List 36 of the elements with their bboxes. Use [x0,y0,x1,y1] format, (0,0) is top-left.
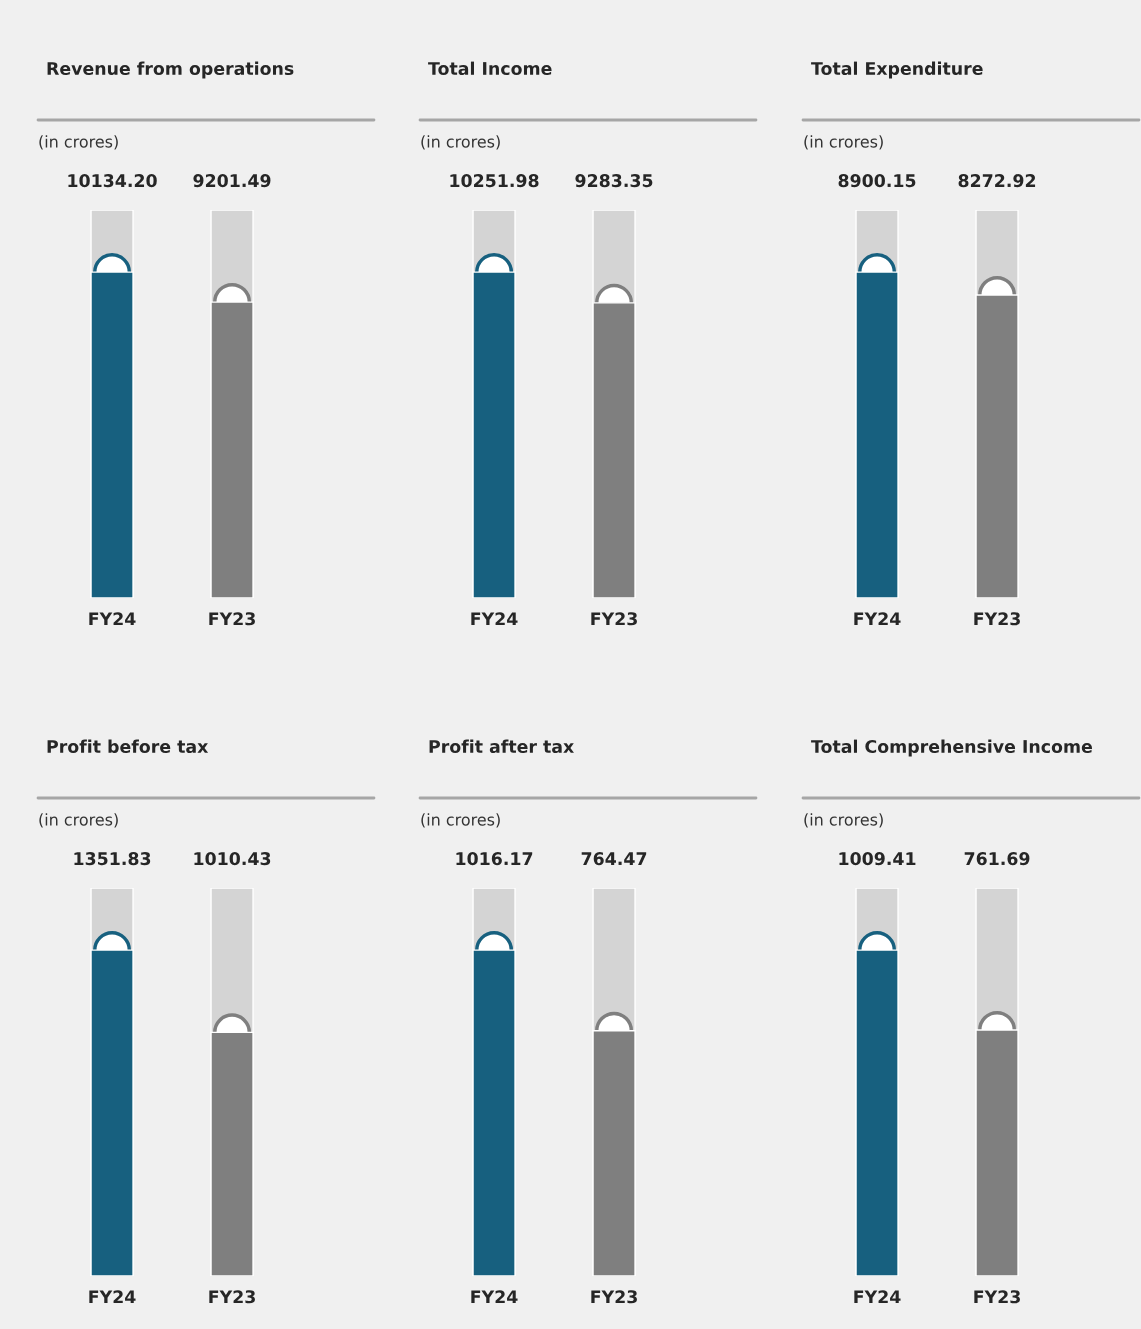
data-label: 1009.41 [839,852,916,866]
x-tick-label: FY24 [89,612,136,626]
data-label: 10251.98 [450,174,539,188]
data-label: 9283.35 [575,174,653,188]
data-label: 761.69 [964,852,1030,866]
chart-subtitle: (in crores) [421,135,500,150]
data-label: 8272.92 [958,174,1036,188]
data-label: 764.47 [581,852,647,866]
chart-subtitle: (in crores) [39,813,118,828]
chart-title: Total Income [428,61,552,76]
x-tick-label: FY23 [209,1290,255,1304]
x-tick-label: FY23 [974,1290,1020,1304]
data-label: 9201.49 [193,174,271,188]
chart-title: Total Expenditure [811,61,983,79]
x-tick-label: FY24 [854,612,901,626]
x-tick-label: FY24 [471,1290,518,1304]
data-label: 1351.83 [74,852,151,866]
chart-subtitle: (in crores) [421,813,500,828]
chart-title: Profit after tax [429,739,574,754]
chart-title: Total Comprehensive Income [811,739,1092,757]
data-label: 1016.17 [456,852,533,866]
data-label: 8900.15 [838,174,916,188]
x-tick-label: FY23 [974,612,1020,626]
data-label: 1010.43 [194,852,271,866]
x-tick-label: FY23 [591,612,637,626]
chart-title: Profit before tax [47,739,209,754]
data-label: 10134.20 [68,174,157,188]
chart-subtitle: (in crores) [804,813,883,828]
chart-subtitle: (in crores) [804,135,883,150]
x-tick-label: FY24 [471,612,518,626]
chart-subtitle: (in crores) [39,135,118,150]
x-tick-label: FY24 [854,1290,901,1304]
x-tick-label: FY23 [591,1290,637,1304]
x-tick-label: FY24 [89,1290,136,1304]
x-tick-label: FY23 [209,612,255,626]
chart-title: Revenue from operations [47,61,294,79]
